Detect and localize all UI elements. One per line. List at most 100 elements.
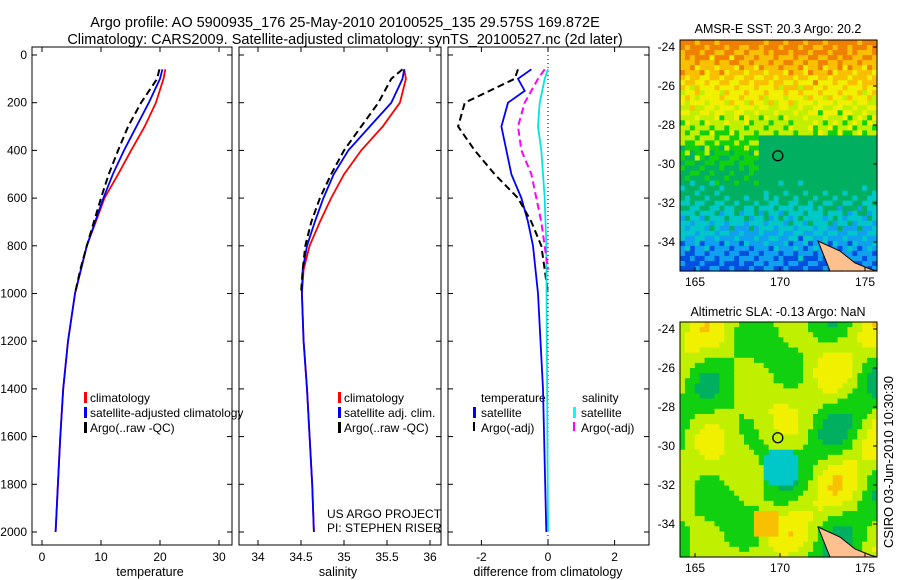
map-cell (813, 444, 819, 451)
map-cell (793, 115, 799, 121)
map-cell (808, 419, 814, 425)
map-cell (842, 115, 848, 121)
map-cell (842, 245, 848, 252)
map-cell (729, 266, 735, 272)
map-cell (734, 424, 740, 430)
map-cell (763, 120, 770, 126)
map-cell (749, 200, 755, 207)
map-cell (768, 175, 775, 182)
map-cell (788, 200, 794, 207)
map-cell (753, 459, 760, 466)
map-cell (793, 140, 799, 146)
map-cell (714, 505, 720, 512)
map-cell (680, 378, 686, 384)
map-cell (832, 125, 839, 131)
map-cell (714, 526, 720, 532)
map-cell (753, 205, 760, 212)
map-cell (793, 531, 799, 538)
map-cell (793, 500, 799, 507)
map-cell (694, 327, 701, 333)
map-cell (694, 266, 701, 272)
map-cell (798, 480, 804, 487)
map-cell (768, 50, 775, 56)
map-cell (857, 475, 863, 481)
map-cell (832, 465, 839, 471)
map-cell (827, 235, 834, 242)
map-cell (768, 215, 775, 222)
map-cell (724, 398, 730, 405)
map-cell (872, 140, 878, 146)
map-cell (699, 465, 706, 471)
map-cell (778, 546, 784, 553)
map-cell (749, 357, 755, 364)
map-cell (753, 342, 760, 349)
map-cell (684, 160, 691, 167)
map-cell (714, 500, 720, 507)
map-cell (857, 490, 863, 497)
map-cell (749, 45, 755, 51)
map-cell (867, 516, 873, 522)
map-cell (739, 170, 745, 177)
map-cell (689, 403, 696, 410)
map-cell (788, 115, 794, 121)
map-cell (680, 357, 686, 364)
legend-label: Argo(-adj) (581, 421, 634, 435)
map-cell (729, 475, 735, 481)
series-line-argo-raw-qc- (74, 69, 161, 294)
map-cell (793, 261, 799, 267)
map-cell (714, 125, 720, 131)
map-cell (689, 449, 696, 456)
map-cell (749, 120, 755, 126)
map-cell (694, 261, 701, 267)
map-cell (719, 485, 725, 492)
map-cell (724, 551, 730, 558)
map-cell (749, 536, 755, 543)
map-cell (778, 403, 784, 410)
map-cell (684, 419, 691, 425)
map-cell (852, 145, 858, 152)
map-cell (694, 220, 701, 227)
map-cell (837, 80, 844, 86)
map-cell (783, 480, 789, 487)
map-cell (719, 546, 725, 553)
map-cell (709, 480, 715, 487)
map-cell (724, 373, 730, 379)
map-cell (714, 140, 720, 146)
map-cell (832, 60, 839, 66)
map-cell (793, 145, 799, 152)
map-cell (729, 170, 735, 177)
map-cell (724, 480, 730, 487)
map-cell (704, 65, 711, 71)
map-cell (758, 200, 765, 207)
map-cell (867, 155, 873, 162)
map-cell (803, 190, 809, 197)
y-tick-label: 1800 (0, 477, 27, 491)
legend-label: Argo(..raw -QC) (344, 421, 429, 435)
map-cell (822, 105, 829, 111)
map-cell (778, 429, 784, 435)
map-cell (729, 220, 735, 227)
map-cell (763, 200, 770, 207)
map-cell (803, 403, 809, 410)
map-cell (817, 210, 824, 217)
map-cell (699, 215, 706, 222)
map-cell (709, 403, 715, 410)
map-cell (749, 454, 755, 461)
lon-tick-label: 165 (685, 561, 705, 575)
map-cell (793, 255, 799, 262)
map-cell (783, 225, 789, 232)
map-cell (813, 357, 819, 364)
map-cell (852, 160, 858, 167)
map-cell (832, 526, 839, 532)
map-cell (798, 475, 804, 481)
map-cell (832, 459, 839, 466)
map-cell (689, 266, 696, 272)
map-cell (798, 408, 804, 415)
map-cell (753, 200, 760, 207)
map-cell (689, 388, 696, 395)
map-cell (753, 408, 760, 415)
map-cell (744, 485, 750, 492)
map-cell (739, 200, 745, 207)
map-cell (857, 373, 863, 379)
map-cell (694, 511, 701, 517)
